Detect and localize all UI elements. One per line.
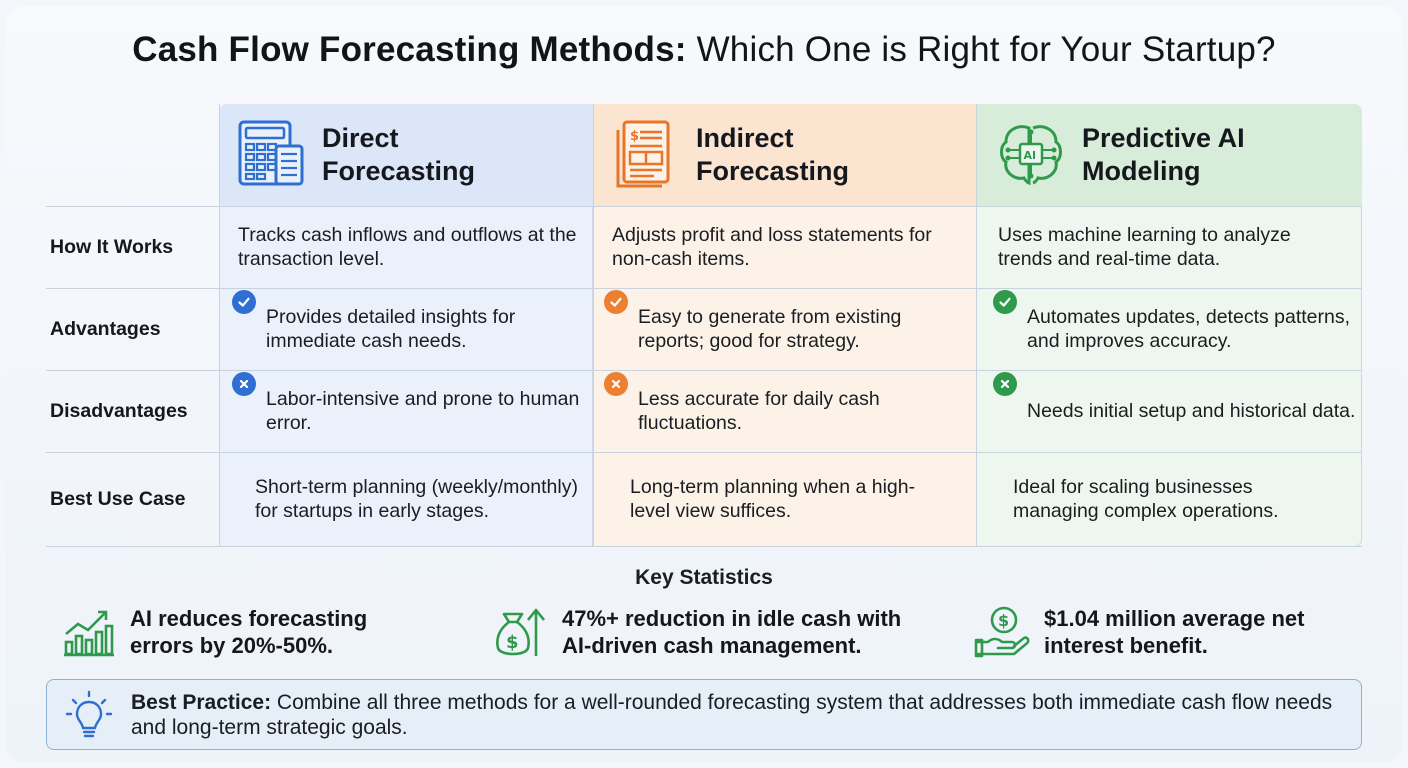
row-divider [46, 370, 1362, 371]
calculator-icon [238, 120, 304, 186]
column-divider [593, 104, 594, 547]
lightbulb-icon [65, 690, 113, 738]
table-cell: Automates updates, detects patterns, and… [993, 288, 1357, 370]
column-title: Direct Forecasting [322, 123, 476, 186]
table-cell: Needs initial setup and historical data. [993, 370, 1357, 452]
table-cell: Ideal for scaling businesses managing co… [1013, 476, 1279, 522]
column-title: Indirect Forecasting [696, 123, 850, 186]
table-cell: Less accurate for daily cash fluctuation… [604, 370, 966, 452]
check-icon [604, 290, 628, 314]
row-divider [46, 546, 1362, 547]
cross-icon [604, 372, 628, 396]
cross-icon [993, 372, 1017, 396]
statistic-text: $1.04 million average net interest benef… [1044, 606, 1305, 658]
svg-text:AI: AI [1024, 149, 1037, 162]
growth-chart-icon [64, 610, 114, 657]
table-cell: Tracks cash inflows and outflows at the … [238, 224, 577, 270]
key-statistics-title: Key Statistics [635, 566, 773, 589]
page-title: Cash Flow Forecasting Methods: Which One… [132, 30, 1276, 69]
svg-text:$: $ [506, 632, 519, 653]
statistic-item: $ 47%+ reduction in idle cash with AI-dr… [492, 604, 942, 660]
svg-text:$: $ [998, 611, 1009, 630]
column-divider [219, 104, 220, 547]
check-icon [993, 290, 1017, 314]
statistic-text: AI reduces forecasting errors by 20%-50%… [130, 606, 368, 658]
column-title: Predictive AI Modeling [1082, 123, 1245, 186]
row-label-advantages: Advantages [50, 317, 161, 340]
financial-document-icon: $ [616, 120, 670, 188]
comparison-table: Direct Forecasting $ Indirect Forecasting … [46, 104, 1362, 547]
table-cell: Labor-intensive and prone to human error… [232, 370, 584, 452]
best-practice-callout: Best Practice: Combine all three methods… [46, 679, 1362, 750]
row-label-best-use-case: Best Use Case [50, 487, 186, 510]
table-cell: Provides detailed insights for immediate… [232, 288, 584, 370]
svg-text:$: $ [630, 129, 639, 144]
coin-hand-icon: $ [974, 606, 1030, 658]
statistic-text: 47%+ reduction in idle cash with AI-driv… [562, 606, 902, 658]
predictive-ai-header: AI Predictive AI Modeling [996, 104, 1356, 206]
check-icon [232, 290, 256, 314]
row-divider [46, 288, 1362, 289]
row-label-how-it-works: How It Works [50, 235, 174, 258]
ai-brain-icon: AI [1000, 125, 1062, 186]
indirect-forecasting-header: $ Indirect Forecasting [610, 104, 970, 206]
statistic-item: $ $1.04 million average net interest ben… [974, 604, 1354, 660]
table-cell: Uses machine learning to analyze trends … [998, 224, 1291, 270]
table-cell: Adjusts profit and loss statements for n… [612, 224, 932, 270]
table-cell: Easy to generate from existing reports; … [604, 288, 966, 370]
table-cell: Long-term planning when a high-level vie… [630, 476, 916, 522]
row-divider [46, 452, 1362, 453]
statistic-item: AI reduces forecasting errors by 20%-50%… [60, 604, 440, 660]
money-bag-arrow-icon: $ [496, 608, 546, 656]
row-label-disadvantages: Disadvantages [50, 399, 188, 422]
table-cell: Short-term planning (weekly/monthly) for… [255, 476, 578, 522]
row-divider [46, 206, 1362, 207]
direct-forecasting-header: Direct Forecasting [236, 104, 586, 206]
column-divider [976, 104, 977, 547]
best-practice-text: Best Practice: Combine all three methods… [131, 691, 1333, 739]
cross-icon [232, 372, 256, 396]
